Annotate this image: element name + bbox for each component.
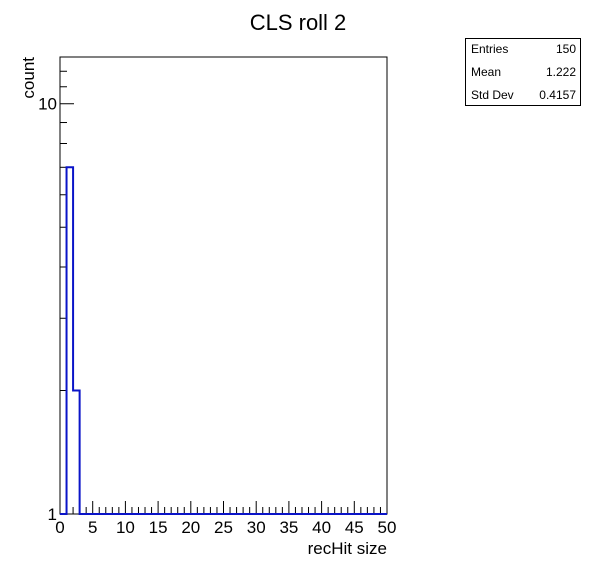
plot-frame <box>59 56 388 515</box>
x-tick-label: 5 <box>88 518 97 537</box>
stats-stddev-label: Std Dev <box>471 88 514 102</box>
x-tick-label: 25 <box>214 518 233 537</box>
y-tick-label: 1 <box>48 505 57 524</box>
x-axis: 0 5 10 15 20 25 30 35 40 45 50 <box>55 501 396 537</box>
x-tick-label: 20 <box>181 518 200 537</box>
x-tick-label: 30 <box>247 518 266 537</box>
stats-mean-label: Mean <box>471 65 502 79</box>
y-tick-label: 10 <box>38 95 57 114</box>
histogram-series <box>60 166 387 515</box>
stats-mean-value: 1.222 <box>545 65 576 79</box>
stats-entries: Entries 150 <box>471 42 576 62</box>
x-tick-label: 0 <box>55 518 64 537</box>
y-axis-label: count <box>19 57 38 99</box>
x-tick-label: 45 <box>345 518 364 537</box>
stats-entries-value: 150 <box>555 42 576 56</box>
x-tick-label: 15 <box>149 518 168 537</box>
x-tick-label: 10 <box>116 518 135 537</box>
y-axis: 1 10 <box>38 56 74 524</box>
stats-mean: Mean 1.222 <box>471 65 576 85</box>
x-tick-label: 50 <box>378 518 397 537</box>
x-axis-label: recHit size <box>308 539 387 558</box>
stats-stddev-value: 0.4157 <box>539 88 576 102</box>
stats-stddev: Std Dev 0.4157 <box>471 88 576 108</box>
chart-title: CLS roll 2 <box>250 10 347 35</box>
stats-box: Entries 150 Mean 1.222 Std Dev 0.4157 <box>465 38 581 106</box>
stats-entries-label: Entries <box>471 42 509 56</box>
x-tick-label: 35 <box>279 518 298 537</box>
x-tick-label: 40 <box>312 518 331 537</box>
